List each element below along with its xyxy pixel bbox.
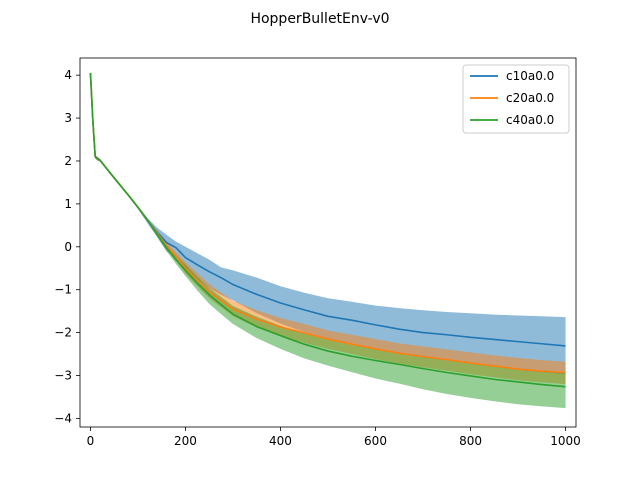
- chart-title: HopperBulletEnv-v0: [250, 11, 389, 27]
- y-tick-label: 1: [64, 197, 72, 211]
- x-tick-label: 200: [174, 434, 197, 448]
- y-tick-label: 2: [64, 154, 72, 168]
- legend: c10a0.0 c20a0.0 c40a0.0: [462, 64, 570, 134]
- x-tick-label: 600: [364, 434, 387, 448]
- x-tick-label: 800: [459, 434, 482, 448]
- legend-label-c40a0.0: c40a0.0: [506, 113, 554, 127]
- y-tick-label: 3: [64, 111, 72, 125]
- series-line-c40a0.0: [89, 72, 566, 388]
- y-tick-label: −1: [54, 283, 72, 297]
- band-c40a0.0: [90, 70, 566, 409]
- series-lines: [89, 72, 566, 388]
- legend-box: [462, 64, 570, 134]
- legend-label-c20a0.0: c20a0.0: [506, 91, 554, 105]
- confidence-bands: [90, 70, 566, 409]
- y-tick-label: 0: [64, 240, 72, 254]
- y-tick-label: −3: [54, 369, 72, 383]
- y-tick-label: −2: [54, 326, 72, 340]
- axes: 0 200 400 600 800 1000 −4 −3 −2 −1 0 1 2 3 4: [54, 57, 581, 448]
- x-tick-label: 1000: [550, 434, 581, 448]
- x-tick-label: 400: [269, 434, 292, 448]
- x-tick-label: 0: [87, 434, 95, 448]
- band-c10a0.0: [90, 70, 566, 375]
- plot-frame: [79, 57, 577, 428]
- y-tick-label: −4: [54, 411, 72, 425]
- legend-label-c10a0.0: c10a0.0: [506, 69, 554, 83]
- y-tick-label: 4: [64, 68, 72, 82]
